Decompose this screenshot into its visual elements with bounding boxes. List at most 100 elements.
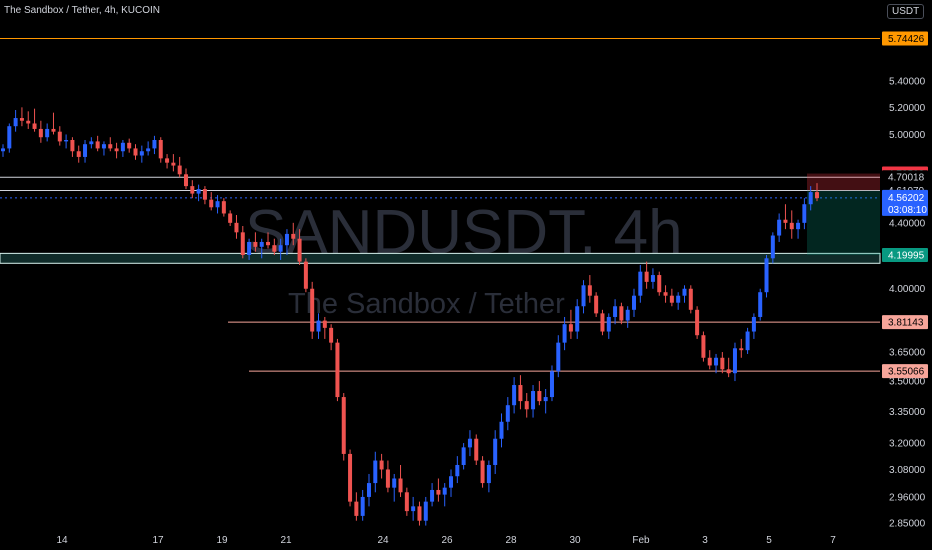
price-tag-label: 4.70018: [888, 173, 925, 184]
candle-body: [373, 460, 378, 484]
candle-body: [789, 222, 794, 230]
candle-body: [411, 506, 416, 512]
candle-body: [316, 320, 321, 332]
candle-body: [152, 140, 157, 149]
candle-body: [474, 438, 479, 461]
candle-body: [777, 219, 782, 236]
candle-body: [297, 238, 302, 262]
candle-body: [322, 320, 327, 328]
take-profit-zone: [807, 190, 880, 256]
candle-body: [26, 120, 31, 124]
x-tick-label: 30: [569, 535, 581, 546]
candle-body: [108, 144, 113, 149]
candle-body: [594, 295, 599, 314]
candle-body: [165, 158, 170, 163]
candle-body: [707, 357, 712, 366]
candle-body: [720, 357, 725, 370]
candle-body: [796, 222, 801, 230]
candle-body: [663, 292, 668, 296]
candle-body: [493, 438, 498, 465]
candle-body: [505, 405, 510, 422]
candle-body: [531, 391, 536, 410]
currency-label[interactable]: USDT: [887, 4, 925, 19]
candle-body: [575, 306, 580, 332]
candle-body: [562, 324, 567, 343]
candle-body: [146, 148, 151, 152]
candle-body: [19, 118, 24, 121]
price-tag-label: 5.74426: [888, 34, 925, 45]
candle-body: [638, 271, 643, 296]
y-tick-label: 3.08000: [889, 465, 926, 476]
price-tag-bg: [882, 315, 928, 330]
candle-body: [461, 447, 466, 465]
candle-body: [253, 241, 258, 247]
candle-body: [745, 331, 750, 351]
candle-body: [202, 189, 207, 200]
candle-body: [758, 292, 763, 317]
price-tag-bg: [882, 170, 928, 185]
x-tick-label: 5: [766, 535, 772, 546]
candle-body: [549, 371, 554, 398]
candle-body: [291, 233, 296, 239]
candle-body: [537, 391, 542, 402]
candle-body: [423, 501, 428, 521]
y-tick-label: 3.50000: [889, 377, 926, 388]
candle-body: [385, 469, 390, 488]
candle-body: [392, 478, 397, 488]
x-tick-label: 24: [377, 535, 389, 546]
y-tick-label: 3.35000: [889, 407, 926, 418]
support-zone-rect: [0, 252, 881, 264]
candle-body: [341, 397, 346, 454]
candle-body: [95, 141, 100, 149]
position-tool[interactable]: [807, 173, 880, 256]
x-tick-label: 14: [56, 535, 68, 546]
candle-body: [360, 496, 365, 516]
x-tick-label: 7: [830, 535, 836, 546]
candle-body: [101, 144, 106, 149]
candle-body: [430, 489, 435, 502]
y-tick-label: 4.00000: [889, 284, 926, 295]
chart-title: The Sandbox / Tether, 4h, KUCOIN: [4, 5, 161, 16]
candle-body: [436, 489, 441, 495]
candle-body: [449, 476, 454, 488]
candle-body: [695, 309, 700, 336]
candle-body: [284, 233, 289, 246]
candle-body: [221, 201, 226, 214]
candle-body: [354, 501, 359, 516]
candle-body: [632, 295, 637, 310]
candle-body: [714, 357, 719, 366]
price-tag-label: 3.81143: [888, 318, 924, 329]
candle-body: [587, 285, 592, 296]
candle-body: [480, 460, 485, 484]
candle-body: [625, 309, 630, 321]
y-tick-label: 5.40000: [889, 77, 926, 88]
candle-body: [209, 199, 214, 208]
candle-body: [278, 245, 283, 252]
candle-body: [45, 128, 50, 138]
candle-body: [70, 140, 75, 152]
candle-body: [783, 219, 788, 223]
y-tick-label: 3.20000: [889, 439, 926, 450]
candle-body: [417, 506, 422, 521]
candle-body: [89, 141, 94, 145]
candle-body: [701, 335, 706, 358]
x-tick-label: 19: [216, 535, 228, 546]
candle-body: [32, 123, 37, 129]
candle-body: [764, 258, 769, 293]
candle-body: [600, 313, 605, 332]
candle-body: [177, 165, 182, 175]
candle-body: [272, 245, 277, 252]
candle-body: [688, 288, 693, 310]
candle-body: [669, 295, 674, 303]
candle-body: [64, 140, 69, 142]
x-tick-label: 28: [505, 535, 517, 546]
candle-body: [739, 348, 744, 351]
candle-body: [133, 148, 138, 156]
candle-body: [366, 483, 371, 497]
candle-body: [455, 464, 460, 477]
current-price-label: 4.56202: [888, 193, 925, 204]
candle-body: [676, 295, 681, 303]
support-zone: [0, 252, 881, 264]
candle-body: [259, 241, 264, 247]
